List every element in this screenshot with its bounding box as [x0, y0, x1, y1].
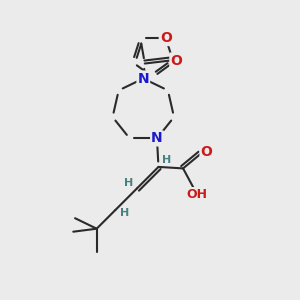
Text: H: H [124, 178, 133, 188]
Text: H: H [120, 208, 130, 218]
Text: O: O [200, 145, 212, 159]
Text: O: O [170, 53, 182, 68]
Text: H: H [162, 155, 172, 165]
Text: N: N [151, 131, 163, 146]
Text: N: N [137, 71, 149, 85]
Text: OH: OH [186, 188, 207, 201]
Text: O: O [160, 31, 172, 45]
